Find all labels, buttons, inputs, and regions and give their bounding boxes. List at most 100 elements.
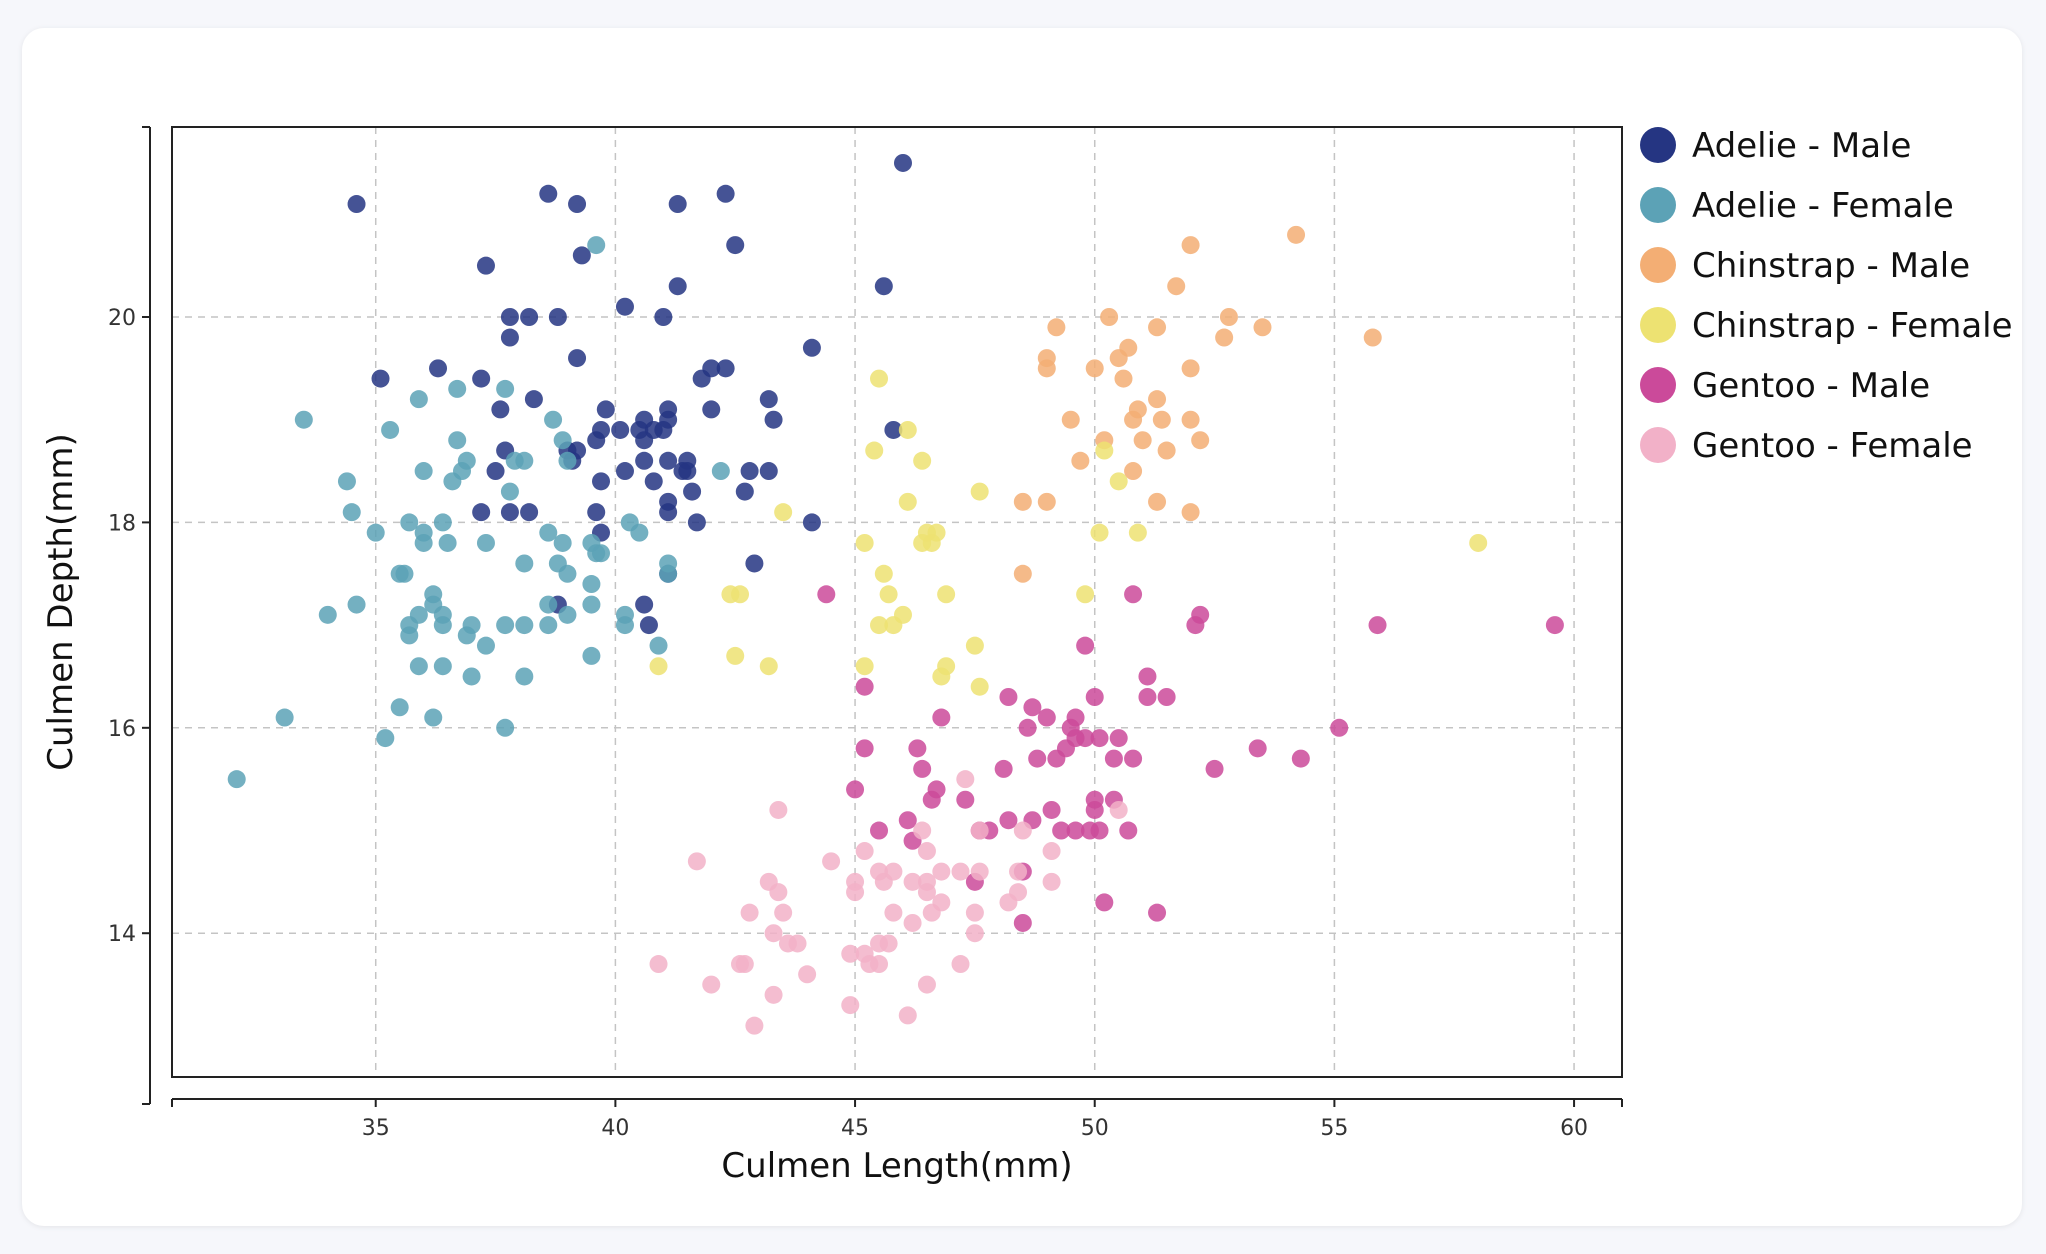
data-point: [1148, 318, 1167, 337]
data-point: [371, 369, 390, 388]
x-tick-label: 45: [841, 1116, 869, 1141]
data-point: [898, 1006, 917, 1025]
data-point: [1071, 451, 1090, 470]
data-point: [893, 153, 912, 172]
data-point: [457, 451, 476, 470]
data-point: [735, 482, 754, 501]
data-point: [1090, 821, 1109, 840]
data-point: [716, 359, 735, 378]
data-point: [865, 441, 884, 460]
data-point: [476, 256, 495, 275]
data-point: [870, 616, 889, 635]
data-point: [1076, 636, 1095, 655]
data-point: [659, 503, 678, 522]
data-point: [639, 616, 658, 635]
data-point: [874, 564, 893, 583]
data-point: [1018, 718, 1037, 737]
data-point: [558, 451, 577, 470]
data-point: [668, 277, 687, 296]
legend: Adelie - Male Adelie - Female Chinstrap - …: [1640, 126, 2013, 466]
data-point: [683, 482, 702, 501]
data-point: [515, 616, 534, 635]
data-point: [433, 616, 452, 635]
data-point: [1157, 441, 1176, 460]
data-point: [1291, 749, 1310, 768]
data-point: [1128, 523, 1147, 542]
data-point: [1066, 821, 1085, 840]
data-point: [659, 451, 678, 470]
data-point: [870, 821, 889, 840]
data-point: [1138, 667, 1157, 686]
data-point: [472, 369, 491, 388]
data-point: [424, 708, 443, 727]
data-point: [472, 503, 491, 522]
data-point: [558, 564, 577, 583]
data-point: [592, 472, 611, 491]
data-point: [414, 462, 433, 481]
data-point: [337, 472, 356, 491]
data-point: [1148, 492, 1167, 511]
data-point: [1157, 688, 1176, 706]
data-point: [702, 359, 721, 378]
data-point: [745, 1016, 764, 1035]
data-point: [587, 431, 606, 450]
data-point: [318, 605, 337, 624]
legend-label: Adelie - Male: [1692, 126, 1911, 166]
data-point: [587, 503, 606, 522]
data-point: [548, 308, 567, 326]
data-point: [893, 605, 912, 624]
data-point: [870, 369, 889, 388]
data-point: [668, 195, 687, 214]
data-point: [429, 359, 448, 378]
data-point: [908, 739, 927, 758]
data-point: [678, 462, 697, 481]
data-point: [1013, 913, 1032, 932]
data-point: [409, 390, 428, 409]
data-point: [515, 451, 534, 470]
legend-marker: [1640, 427, 1676, 463]
data-point: [572, 246, 591, 265]
data-point: [745, 554, 764, 573]
data-point: [500, 308, 519, 326]
data-point: [731, 585, 750, 604]
data-point: [1037, 492, 1056, 511]
data-point: [1109, 349, 1128, 368]
data-point: [855, 739, 874, 758]
data-point: [1085, 800, 1104, 819]
data-point: [515, 554, 534, 573]
data-point: [879, 585, 898, 604]
data-point: [879, 934, 898, 953]
data-point: [520, 503, 539, 522]
data-point: [759, 390, 778, 409]
data-point: [913, 451, 932, 470]
data-point: [802, 338, 821, 357]
data-point: [1119, 821, 1138, 840]
data-point: [1037, 359, 1056, 378]
data-point: [496, 616, 515, 635]
data-point: [539, 616, 558, 635]
data-point: [764, 924, 783, 943]
data-point: [1085, 688, 1104, 706]
data-point: [932, 708, 951, 727]
data-point: [913, 821, 932, 840]
data-point: [433, 513, 452, 532]
data-point: [635, 451, 654, 470]
data-point: [496, 718, 515, 737]
data-point: [884, 903, 903, 922]
data-point: [486, 462, 505, 481]
legend-marker: [1640, 187, 1676, 223]
data-point: [611, 420, 630, 439]
data-point: [582, 595, 601, 614]
x-tick-label: 35: [362, 1116, 390, 1141]
data-point: [366, 523, 385, 542]
data-point: [917, 842, 936, 861]
legend-label: Adelie - Female: [1692, 186, 1954, 226]
y-tick-label: 16: [108, 717, 136, 742]
data-point: [1138, 688, 1157, 706]
data-point: [644, 472, 663, 491]
data-point: [649, 636, 668, 655]
data-point: [965, 636, 984, 655]
legend-marker: [1640, 127, 1676, 163]
data-point: [524, 390, 543, 409]
data-point: [774, 503, 793, 522]
